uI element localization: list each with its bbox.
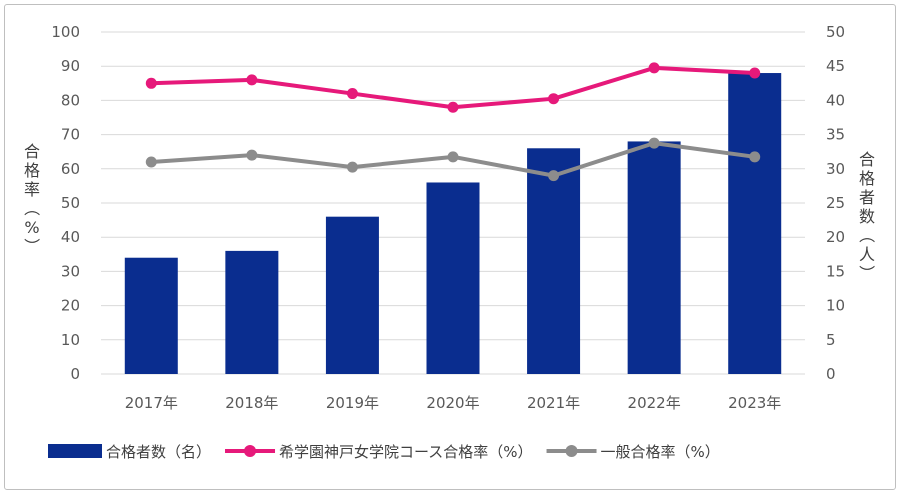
chart-frame: 0 10 20 30 40 50 60 70 80 90 100 0 5 10 15 20 25 30 35 40 4… xyxy=(4,4,896,490)
legend-swatch-marker xyxy=(565,445,578,457)
axis-title-char: 者 xyxy=(859,188,875,207)
axis-title-char: （ xyxy=(857,227,876,243)
left-axis-ticks: 0 10 20 30 40 50 60 70 80 90 100 xyxy=(51,23,80,383)
legend: 合格者数（名） 希学園神戸女学院コース合格率（%） 一般合格率（%） xyxy=(48,443,720,461)
left-tick-label: 70 xyxy=(61,126,80,144)
axis-title-char: 合 xyxy=(859,150,875,169)
bar-series xyxy=(124,73,782,374)
bar xyxy=(225,250,279,374)
left-tick-label: 80 xyxy=(61,91,80,109)
axis-title-char: ） xyxy=(857,265,876,281)
series-line xyxy=(151,65,755,110)
axis-title-char: ） xyxy=(22,238,41,254)
x-tick-label: 2020年 xyxy=(426,394,479,412)
right-tick-label: 45 xyxy=(826,57,845,75)
left-tick-label: 0 xyxy=(70,365,80,383)
right-tick-label: 35 xyxy=(826,126,845,144)
left-tick-label: 90 xyxy=(61,57,80,75)
line-point xyxy=(346,88,358,100)
x-tick-label: 2022年 xyxy=(628,394,681,412)
legend-label: 合格者数（名） xyxy=(106,443,211,461)
bar xyxy=(527,148,581,374)
legend-label: 一般合格率（%） xyxy=(601,443,720,461)
right-tick-label: 0 xyxy=(826,365,836,383)
left-tick-label: 30 xyxy=(61,262,80,280)
line-point xyxy=(548,93,560,105)
left-tick-label: 50 xyxy=(61,194,80,212)
bar xyxy=(627,141,681,374)
legend-swatch-marker xyxy=(244,445,257,457)
bar xyxy=(728,73,782,374)
right-tick-label: 25 xyxy=(826,194,845,212)
x-tick-label: 2017年 xyxy=(125,394,178,412)
right-tick-label: 5 xyxy=(826,331,836,349)
right-tick-label: 30 xyxy=(826,160,845,178)
line-point xyxy=(648,62,660,74)
right-tick-label: 20 xyxy=(826,228,845,246)
line-point xyxy=(145,156,157,168)
axis-title-char: % xyxy=(24,218,39,237)
line-point xyxy=(447,101,459,113)
axis-title-char: （ xyxy=(22,200,41,216)
line-point xyxy=(145,77,157,89)
left-tick-label: 100 xyxy=(51,23,80,41)
line-point xyxy=(346,161,358,173)
bar xyxy=(124,257,178,374)
legend-swatch-bar xyxy=(48,444,102,458)
line-point xyxy=(447,151,459,163)
right-tick-label: 10 xyxy=(826,297,845,315)
bar xyxy=(426,182,480,374)
x-tick-label: 2019年 xyxy=(326,394,379,412)
right-tick-label: 50 xyxy=(826,23,845,41)
axis-title-char: 数 xyxy=(859,207,875,226)
axis-title-char: 率 xyxy=(24,180,40,199)
line-point xyxy=(749,67,761,79)
left-tick-label: 40 xyxy=(61,228,80,246)
line-point xyxy=(548,170,560,182)
bar xyxy=(325,216,379,374)
left-tick-label: 20 xyxy=(61,297,80,315)
combo-chart: 0 10 20 30 40 50 60 70 80 90 100 0 5 10 15 20 25 30 35 40 4… xyxy=(22,23,876,461)
right-tick-label: 40 xyxy=(826,91,845,109)
x-tick-label: 2021年 xyxy=(527,394,580,412)
axis-titles: 合格率（%）合格者数（人） xyxy=(22,142,876,281)
line-point xyxy=(749,151,761,163)
axis-title-char: 格 xyxy=(859,169,875,188)
left-tick-label: 60 xyxy=(61,160,80,178)
x-axis-ticks: 2017年 2018年 2019年 2020年 2021年 2022年 2023年 xyxy=(125,394,782,412)
axis-title-char: 格 xyxy=(24,161,40,180)
right-axis-ticks: 0 5 10 15 20 25 30 35 40 45 50 xyxy=(826,23,845,383)
line-point xyxy=(648,137,660,149)
line-series xyxy=(145,62,761,182)
left-tick-label: 10 xyxy=(61,331,80,349)
axis-title-char: 合 xyxy=(24,142,40,161)
line-point xyxy=(246,149,258,161)
x-tick-label: 2023年 xyxy=(728,394,781,412)
right-axis-title: 合格者数（ 人） xyxy=(857,150,876,281)
right-tick-label: 15 xyxy=(826,262,845,280)
legend-label: 希学園神戸女学院コース合格率（%） xyxy=(279,443,533,461)
x-tick-label: 2018年 xyxy=(225,394,278,412)
left-axis-title: 合格率（%） xyxy=(22,142,41,254)
line-point xyxy=(246,74,258,86)
axis-title-char: 人 xyxy=(859,245,875,264)
